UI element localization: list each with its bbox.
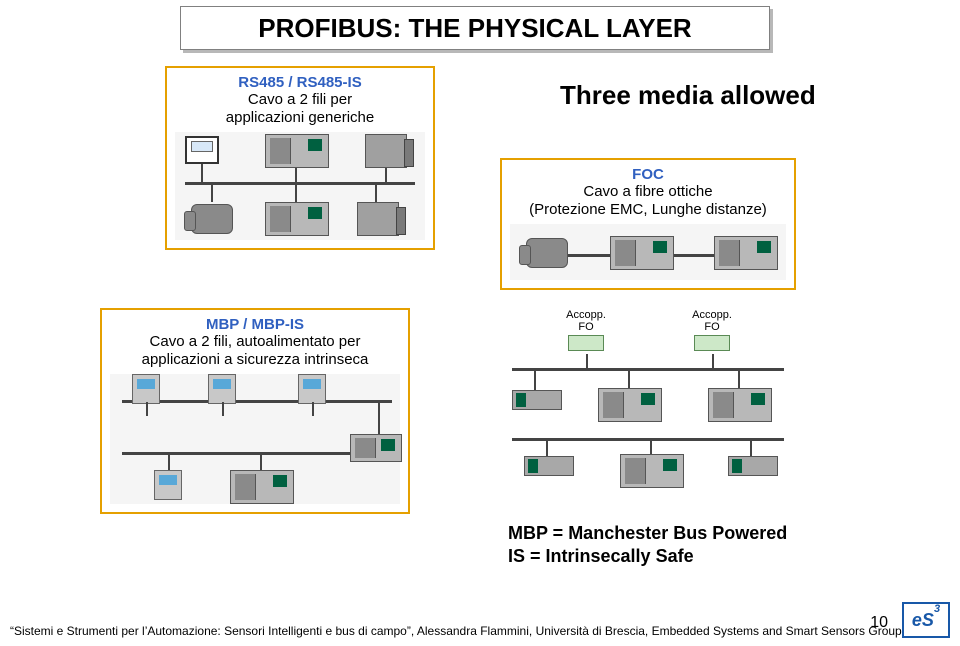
busline bbox=[122, 400, 392, 403]
foc-line2: (Protezione EMC, Lunghe distanze) bbox=[529, 201, 767, 218]
mbp-line1: Cavo a 2 fili, autoalimentato per bbox=[150, 333, 361, 350]
drop bbox=[712, 354, 714, 368]
coupler-label-1: Accopp. bbox=[566, 309, 606, 321]
legend-line1: MBP = Manchester Bus Powered bbox=[508, 522, 787, 545]
rs485-line2: applicazioni generiche bbox=[226, 109, 374, 126]
foc-diagram bbox=[510, 224, 786, 280]
motor-icon bbox=[526, 238, 568, 268]
link bbox=[568, 254, 610, 257]
plc-icon bbox=[265, 134, 329, 168]
mbp-diagram bbox=[110, 374, 400, 504]
coupler-box bbox=[568, 335, 604, 351]
plc-icon bbox=[714, 236, 778, 270]
plc-icon bbox=[620, 454, 684, 488]
subtitle: Three media allowed bbox=[560, 80, 816, 111]
drop bbox=[146, 402, 148, 416]
drop bbox=[222, 402, 224, 416]
transmitter-icon bbox=[208, 374, 236, 404]
drive-icon bbox=[357, 202, 399, 236]
page-number: 10 bbox=[870, 614, 888, 632]
mbp-header: MBP / MBP-IS bbox=[206, 316, 304, 333]
drop bbox=[260, 452, 262, 470]
busline bbox=[185, 182, 415, 185]
foc-header: FOC bbox=[632, 166, 664, 183]
rs485-header: RS485 / RS485-IS bbox=[238, 74, 361, 91]
pc-icon bbox=[185, 136, 219, 164]
drop bbox=[312, 402, 314, 416]
coupler-box bbox=[694, 335, 730, 351]
drop bbox=[211, 182, 213, 202]
io-icon bbox=[512, 390, 562, 410]
fo-coupler-diagram: Accopp.FO Accopp.FO bbox=[500, 310, 796, 490]
rs485-label: RS485 / RS485-IS Cavo a 2 fili per appli… bbox=[175, 74, 425, 126]
box-mbp: MBP / MBP-IS Cavo a 2 fili, autoalimenta… bbox=[100, 308, 410, 514]
link bbox=[674, 254, 714, 257]
rs485-diagram bbox=[175, 132, 425, 240]
legend-line2: IS = Intrinsecally Safe bbox=[508, 545, 787, 568]
plc-icon bbox=[265, 202, 329, 236]
legend: MBP = Manchester Bus Powered IS = Intrin… bbox=[508, 522, 787, 567]
drop bbox=[201, 164, 203, 182]
transmitter-icon bbox=[298, 374, 326, 404]
footer-citation: “Sistemi e Strumenti per l’Automazione: … bbox=[10, 624, 902, 638]
coupler-label-2: FO bbox=[704, 321, 719, 333]
mbp-line2: applicazioni a sicurezza intrinseca bbox=[142, 351, 369, 368]
foc-label: FOC Cavo a fibre ottiche (Protezione EMC… bbox=[510, 166, 786, 218]
drop bbox=[628, 368, 630, 390]
rs485-line1: Cavo a 2 fili per bbox=[248, 91, 352, 108]
transmitter-icon bbox=[154, 470, 182, 500]
mbp-label: MBP / MBP-IS Cavo a 2 fili, autoalimenta… bbox=[110, 316, 400, 368]
page-title: PROFIBUS: THE PHYSICAL LAYER bbox=[180, 6, 770, 50]
drop bbox=[546, 438, 548, 456]
logo-text: eS bbox=[912, 610, 934, 630]
plc-icon bbox=[708, 388, 772, 422]
drop bbox=[295, 168, 297, 182]
plc-icon bbox=[610, 236, 674, 270]
io-icon bbox=[728, 456, 778, 476]
drop bbox=[375, 182, 377, 202]
drop bbox=[586, 354, 588, 368]
coupler-icon bbox=[350, 434, 402, 462]
logo-sup: 3 bbox=[934, 603, 940, 615]
coupler-label-1: Accopp. bbox=[692, 309, 732, 321]
drop bbox=[295, 182, 297, 202]
drop bbox=[534, 368, 536, 390]
drop bbox=[750, 438, 752, 456]
drop bbox=[385, 168, 387, 182]
drive-icon bbox=[365, 134, 407, 168]
coupler-left: Accopp.FO bbox=[556, 310, 616, 351]
coupler-label-2: FO bbox=[578, 321, 593, 333]
transmitter-icon bbox=[132, 374, 160, 404]
busline bbox=[512, 368, 784, 371]
plc-icon bbox=[230, 470, 294, 504]
coupler-right: Accopp.FO bbox=[682, 310, 742, 351]
box-foc: FOC Cavo a fibre ottiche (Protezione EMC… bbox=[500, 158, 796, 290]
busline bbox=[512, 438, 784, 441]
drop bbox=[738, 368, 740, 390]
box-rs485: RS485 / RS485-IS Cavo a 2 fili per appli… bbox=[165, 66, 435, 250]
drop bbox=[168, 452, 170, 470]
logo: eS3 bbox=[902, 602, 950, 638]
motor-icon bbox=[191, 204, 233, 234]
io-icon bbox=[524, 456, 574, 476]
foc-line1: Cavo a fibre ottiche bbox=[583, 183, 712, 200]
plc-icon bbox=[598, 388, 662, 422]
